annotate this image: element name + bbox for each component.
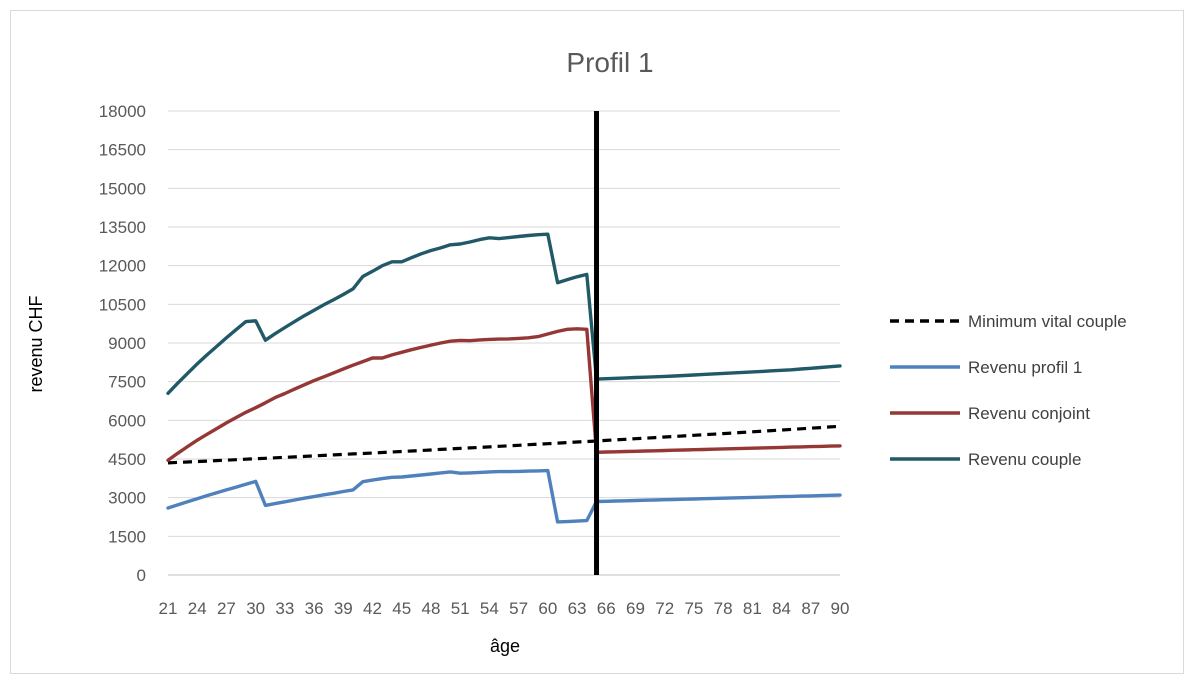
x-tick-label: 27 (217, 599, 236, 618)
x-tick-label: 78 (714, 599, 733, 618)
x-tick-label: 39 (334, 599, 353, 618)
x-tick-label: 30 (246, 599, 265, 618)
x-tick-label: 33 (275, 599, 294, 618)
y-tick-label: 12000 (99, 257, 146, 276)
y-tick-label: 15000 (99, 179, 146, 198)
x-tick-label: 51 (451, 599, 470, 618)
x-tick-labels: 21 24 27 30 33 36 39 42 45 48 51 54 57 60 63 66 69 72 75 78… (159, 599, 850, 618)
x-tick-label: 72 (655, 599, 674, 618)
y-tick-label: 9000 (108, 334, 146, 353)
x-tick-label: 69 (626, 599, 645, 618)
gridlines (168, 110, 840, 576)
y-axis-title: revenu CHF (26, 295, 46, 392)
x-tick-label: 87 (801, 599, 820, 618)
chart-title: Profil 1 (566, 47, 653, 78)
x-tick-label: 84 (772, 599, 791, 618)
y-tick-label: 0 (137, 566, 146, 585)
x-tick-label: 54 (480, 599, 499, 618)
series-line-revenu-profil-1 (166, 468, 842, 524)
x-tick-label: 75 (684, 599, 703, 618)
legend: Minimum vital couple Revenu profil 1 Reven… (890, 312, 1127, 469)
x-tick-label: 48 (421, 599, 440, 618)
y-tick-label: 13500 (99, 218, 146, 237)
series-line-minimum-vital-couple (167, 424, 841, 465)
x-tick-label: 90 (831, 599, 850, 618)
series-lines (166, 232, 842, 524)
x-tick-label: 45 (392, 599, 411, 618)
x-tick-label: 60 (538, 599, 557, 618)
legend-label: Minimum vital couple (968, 312, 1127, 331)
y-tick-label: 3000 (108, 489, 146, 508)
x-tick-label: 42 (363, 599, 382, 618)
x-tick-label: 36 (305, 599, 324, 618)
legend-label: Revenu couple (968, 450, 1081, 469)
x-tick-label: 63 (568, 599, 587, 618)
y-tick-label: 16500 (99, 141, 146, 160)
y-tick-label: 10500 (99, 295, 146, 314)
y-tick-label: 4500 (108, 450, 146, 469)
x-tick-label: 57 (509, 599, 528, 618)
y-tick-label: 18000 (99, 102, 146, 121)
series-line-revenu-couple (166, 232, 842, 395)
x-axis-title: âge (490, 636, 520, 656)
x-tick-label: 66 (597, 599, 616, 618)
y-tick-label: 7500 (108, 373, 146, 392)
x-tick-label: 24 (188, 599, 207, 618)
x-tick-label: 81 (743, 599, 762, 618)
legend-label: Revenu conjoint (968, 404, 1090, 423)
legend-label: Revenu profil 1 (968, 358, 1082, 377)
series-line-revenu-conjoint (166, 327, 842, 462)
x-tick-label: 21 (159, 599, 178, 618)
y-tick-label: 1500 (108, 527, 146, 546)
y-tick-labels: 0 1500 3000 4500 6000 7500 9000 10500 12000 13500… (99, 102, 146, 585)
y-tick-label: 6000 (108, 411, 146, 430)
